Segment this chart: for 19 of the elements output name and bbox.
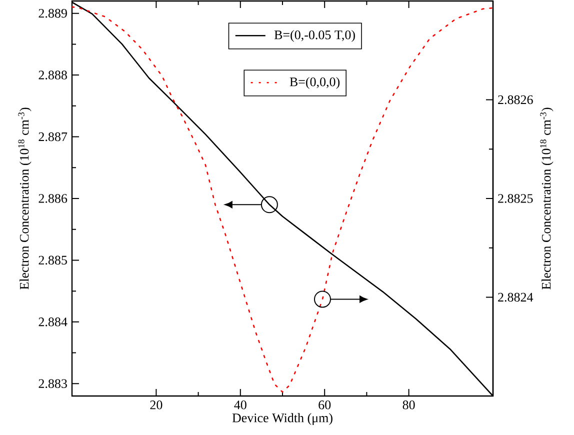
y-axis-title: Electron Concentration (10$^{18}$ cm$^{-3}$) xyxy=(18,108,32,290)
legend-label: B=(0,-0.05 T,0) xyxy=(274,30,355,42)
y-tick-label: 2.888 xyxy=(38,70,67,80)
y-tick-label: 2.887 xyxy=(38,132,68,142)
x-tick-label: 60 xyxy=(318,400,331,410)
y2-tick-label: 2.8826 xyxy=(498,95,533,104)
y-tick-label: 2.885 xyxy=(38,256,67,265)
y-tick-label: 2.889 xyxy=(38,8,67,18)
y2-tick-label: 2.8825 xyxy=(498,194,533,203)
x-tick-label: 80 xyxy=(402,400,415,410)
y-tick-label: 2.883 xyxy=(38,379,67,388)
x-axis-title: Device Width (μm) xyxy=(232,413,332,425)
y-tick-label: 2.886 xyxy=(38,194,68,203)
y2-axis-title: Electron Concentration (10$^{18}$ cm$^{-3}$) xyxy=(540,108,554,290)
legend-label: B=(0,0,0) xyxy=(290,77,340,89)
x-tick-label: 40 xyxy=(234,400,246,410)
y2-tick-label: 2.8824 xyxy=(498,292,534,302)
x-tick-label: 20 xyxy=(150,400,162,410)
y-tick-label: 2.884 xyxy=(38,318,68,326)
